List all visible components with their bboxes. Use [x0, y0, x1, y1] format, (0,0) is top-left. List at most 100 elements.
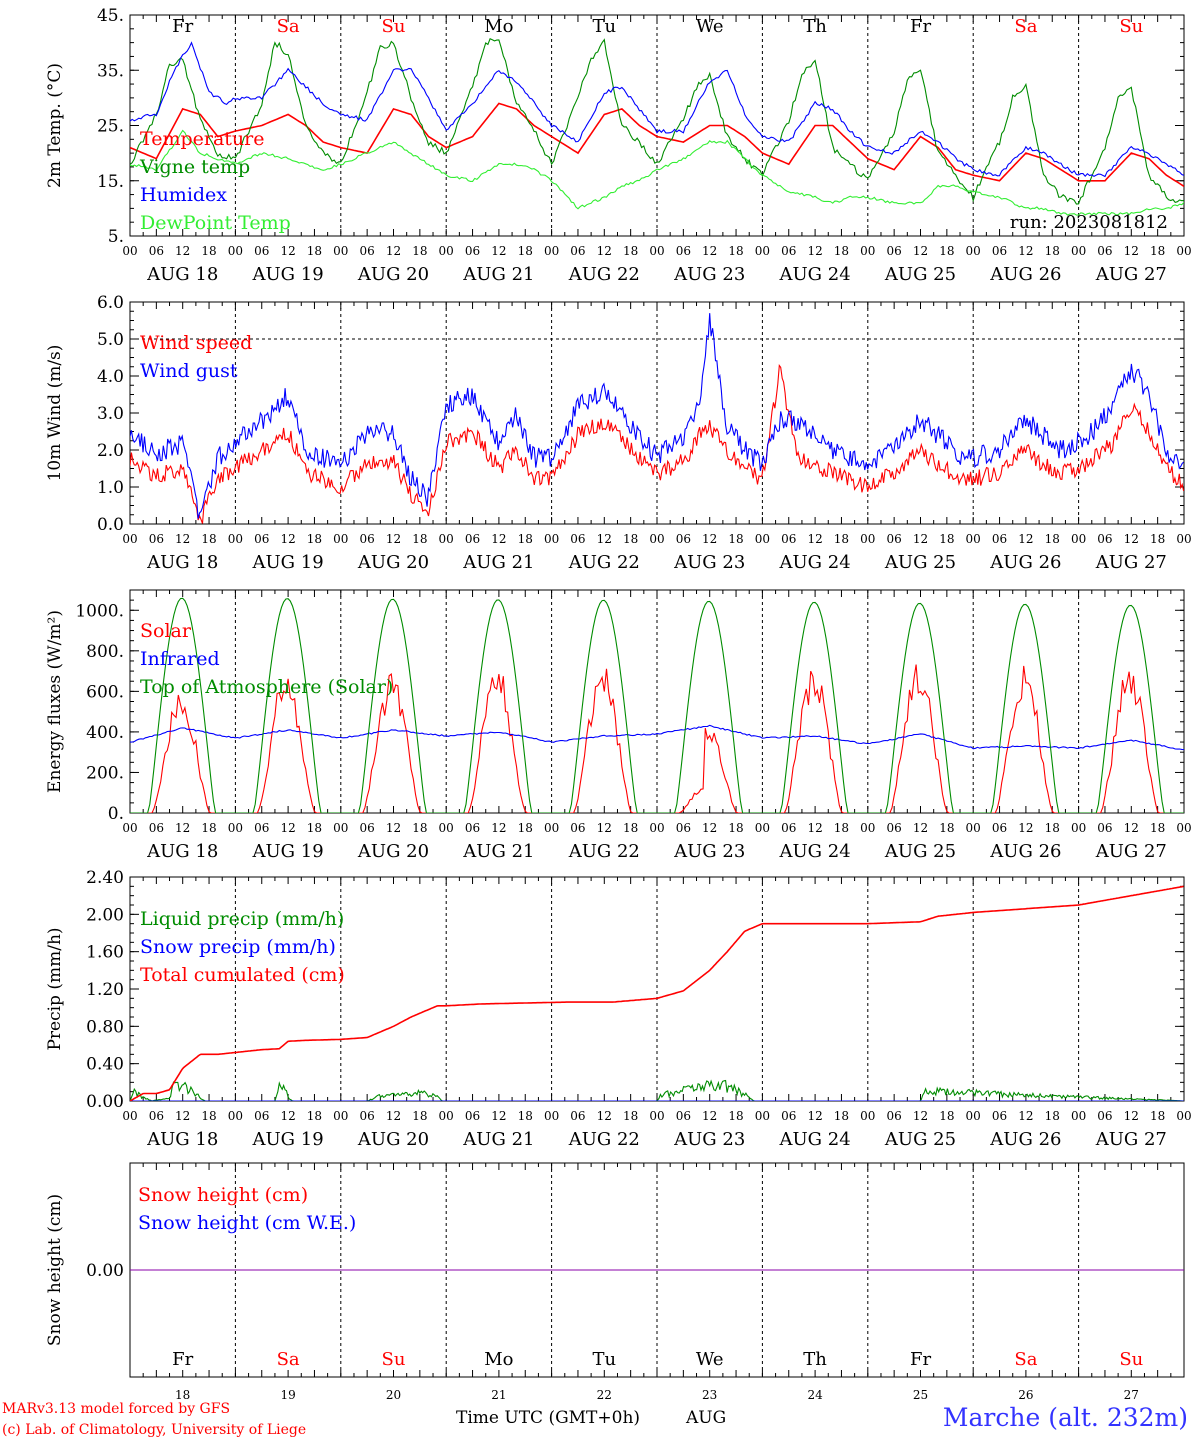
temp-hour-label: 06 [887, 244, 902, 258]
temp-date-label: AUG 26 [989, 264, 1061, 285]
snow-weekday-label: Tu [592, 1349, 616, 1370]
precip-ytick-label: 0.80 [86, 1017, 124, 1037]
precip-hour-label: 12 [702, 1109, 717, 1123]
wind-hour-label: 12 [491, 532, 506, 546]
wind-hour-label: 06 [992, 532, 1007, 546]
wind-ytick-label: 2.0 [97, 441, 124, 461]
precip-ytick-label: 0.40 [86, 1055, 124, 1075]
precip-hour-label: 18 [307, 1109, 322, 1123]
snow-day-number: 25 [913, 1388, 928, 1402]
temp-date-label: AUG 25 [884, 264, 956, 285]
wind-ytick-label: 5.0 [97, 330, 124, 350]
precip-hour-label: 00 [1071, 1109, 1086, 1123]
precip-hour-label: 00 [333, 1109, 348, 1123]
energy-hour-label: 18 [939, 821, 954, 835]
energy-hour-label: 12 [807, 821, 822, 835]
energy-ytick-label: 0. [108, 804, 124, 824]
temp-ytick-label: 15. [97, 172, 124, 192]
precip-legend-entry: Total cumulated (cm) [140, 964, 345, 986]
energy-hour-label: 00 [333, 821, 348, 835]
precip-date-label: AUG 26 [989, 1129, 1061, 1150]
wind-hour-label: 18 [201, 532, 216, 546]
temp-hour-label: 06 [781, 244, 796, 258]
temp-hour-label: 00 [333, 244, 348, 258]
wind-date-label: AUG 20 [357, 552, 429, 573]
temp-hour-label: 00 [755, 244, 770, 258]
precip-hour-label: 06 [887, 1109, 902, 1123]
energy-hour-label: 06 [676, 821, 691, 835]
wind-hour-label: 12 [913, 532, 928, 546]
temp-hour-label: 00 [1176, 244, 1191, 258]
temp-hour-label: 18 [939, 244, 954, 258]
temp-hour-label: 00 [122, 244, 137, 258]
precip-ytick-label: 1.60 [86, 943, 124, 963]
temp-legend-entry: Humidex [140, 184, 227, 206]
station-label: Marche (alt. 232m) [943, 1403, 1188, 1432]
wind-hour-label: 00 [544, 532, 559, 546]
precip-hour-label: 12 [1124, 1109, 1139, 1123]
temp-weekday-label: We [696, 16, 724, 37]
temp-hour-label: 00 [1071, 244, 1086, 258]
wind-hour-label: 12 [386, 532, 401, 546]
wind-hour-label: 00 [649, 532, 664, 546]
precip-hour-label: 06 [465, 1109, 480, 1123]
temp-weekday-label: Fr [172, 16, 193, 37]
precip-date-label: AUG 25 [884, 1129, 956, 1150]
energy-series-group [130, 597, 1184, 813]
energy-hour-label: 06 [992, 821, 1007, 835]
energy-date-label: AUG 27 [1095, 841, 1167, 862]
precip-series-group [130, 885, 1184, 1101]
snow-legend: Snow height (cm) Snow height (cm W.E.) [138, 1184, 356, 1234]
precip-hour-label: 12 [913, 1109, 928, 1123]
energy-date-label: AUG 23 [673, 841, 745, 862]
energy-series-line [130, 664, 1184, 813]
snow-day-number: 26 [1018, 1388, 1033, 1402]
temp-hour-label: 06 [992, 244, 1007, 258]
run-label: run: 2023081812 [1010, 212, 1168, 233]
precip-hour-label: 12 [175, 1109, 190, 1123]
temp-hour-label: 18 [728, 244, 743, 258]
temp-hour-label: 12 [1018, 244, 1033, 258]
wind-ytick-label: 1.0 [97, 478, 124, 498]
wind-hour-label: 18 [939, 532, 954, 546]
precip-date-label: AUG 27 [1095, 1129, 1167, 1150]
precip-hour-label: 00 [966, 1109, 981, 1123]
temp-legend-entry: Temperature [140, 128, 264, 150]
energy-ytick-label: 200. [86, 763, 124, 783]
energy-hour-label: 00 [649, 821, 664, 835]
precip-hour-label: 18 [1045, 1109, 1060, 1123]
temp-weekday-label: Sa [277, 16, 300, 37]
temp-hour-label: 12 [1124, 244, 1139, 258]
energy-date-label: AUG 24 [779, 841, 851, 862]
temp-ytick-label: 35. [97, 61, 124, 81]
precip-ytick-label: 2.00 [86, 905, 124, 925]
wind-hour-label: 06 [465, 532, 480, 546]
temp-hour-label: 18 [1045, 244, 1060, 258]
energy-series-line [130, 597, 1184, 813]
precip-series-line [130, 885, 1184, 1101]
temp-hour-label: 12 [491, 244, 506, 258]
temp-weekday-label: Fr [910, 16, 931, 37]
snow-weekday-label: Su [382, 1349, 406, 1370]
temp-date-label: AUG 21 [462, 264, 534, 285]
wind-hour-label: 00 [966, 532, 981, 546]
precip-hour-label: 12 [807, 1109, 822, 1123]
energy-hour-label: 06 [360, 821, 375, 835]
precip-hour-label: 12 [280, 1109, 295, 1123]
snow-weekday-label: Fr [172, 1349, 193, 1370]
temp-weekday-label: Su [382, 16, 406, 37]
wind-hour-label: 12 [597, 532, 612, 546]
wind-hour-label: 12 [1018, 532, 1033, 546]
precip-hour-label: 18 [834, 1109, 849, 1123]
wind-hour-label: 00 [122, 532, 137, 546]
wind-series-group [130, 313, 1184, 524]
wind-hour-label: 06 [254, 532, 269, 546]
energy-hour-label: 00 [755, 821, 770, 835]
wind-hour-label: 12 [702, 532, 717, 546]
temp-hour-label: 12 [386, 244, 401, 258]
temp-date-label: AUG 20 [357, 264, 429, 285]
temp-legend-entry: Vigne temp [139, 156, 250, 178]
precip-hour-label: 12 [597, 1109, 612, 1123]
temp-panel: 5. 15. 25. 35. 45. 2m Temp. (°C) 00 06 12 18 AUG 1… [45, 6, 1192, 285]
